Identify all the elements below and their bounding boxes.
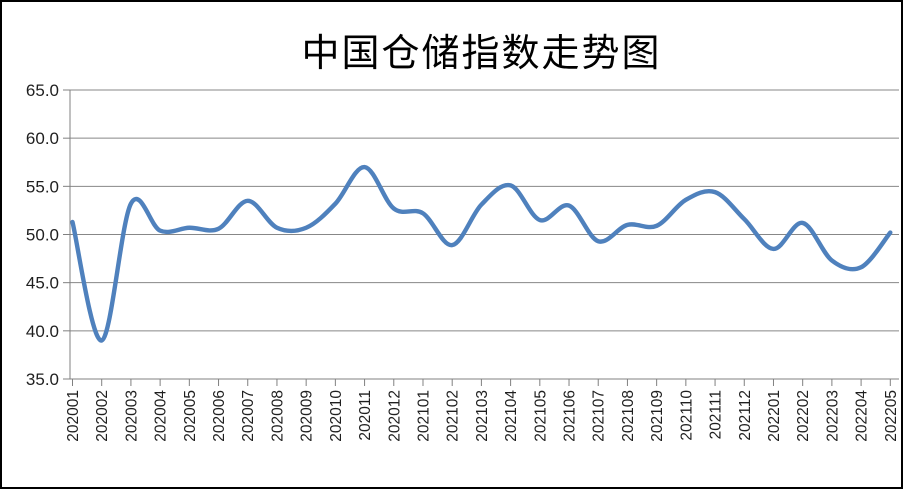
x-axis-label: 202004 [153, 390, 170, 442]
series-line-warehousing-index [70, 164, 893, 343]
x-axis-label: 202008 [269, 390, 286, 442]
x-axis-label: 202005 [182, 390, 199, 442]
y-axis-label: 60.0 [26, 129, 59, 148]
x-axis-label: 202101 [415, 390, 432, 442]
x-axis-label: 202104 [503, 390, 520, 442]
y-axis-label: 55.0 [26, 177, 59, 196]
x-axis-label: 202109 [649, 390, 666, 442]
y-axis-label: 35.0 [26, 370, 59, 389]
x-axis-label: 202010 [328, 390, 345, 442]
x-axis-label: 202106 [562, 390, 579, 442]
x-axis-label: 202108 [620, 390, 637, 442]
y-axis-label: 45.0 [26, 274, 59, 293]
x-axis-label: 202110 [678, 390, 695, 441]
x-axis-label: 202105 [532, 390, 549, 442]
y-axis-label: 50.0 [26, 226, 59, 245]
x-axis-label: 202102 [445, 390, 462, 442]
x-axis-label: 202009 [299, 390, 316, 442]
x-axis-label: 202103 [474, 390, 491, 442]
chart-title: 中国仓储指数走势图 [301, 31, 662, 75]
x-axis-label: 202112 [737, 390, 754, 441]
x-axis-label: 202012 [386, 390, 403, 442]
x-axis-label: 202111 [708, 390, 725, 439]
x-axis-label: 202107 [591, 390, 608, 442]
x-axis-label: 202003 [123, 390, 140, 442]
x-axis-label: 202202 [795, 390, 812, 442]
x-axis-label: 202201 [766, 390, 783, 442]
x-axis-label: 202204 [854, 390, 871, 442]
x-axis-label: 202001 [65, 390, 82, 442]
x-axis-label: 202006 [211, 390, 228, 442]
y-axis-label: 65.0 [26, 81, 59, 100]
x-axis-label: 202203 [824, 390, 841, 442]
x-axis-label: 202011 [357, 390, 374, 441]
y-axis-label: 40.0 [26, 322, 59, 341]
x-axis-label: 202002 [94, 390, 111, 442]
x-axis-label: 202205 [883, 390, 900, 442]
x-axis-label: 202007 [240, 390, 257, 442]
